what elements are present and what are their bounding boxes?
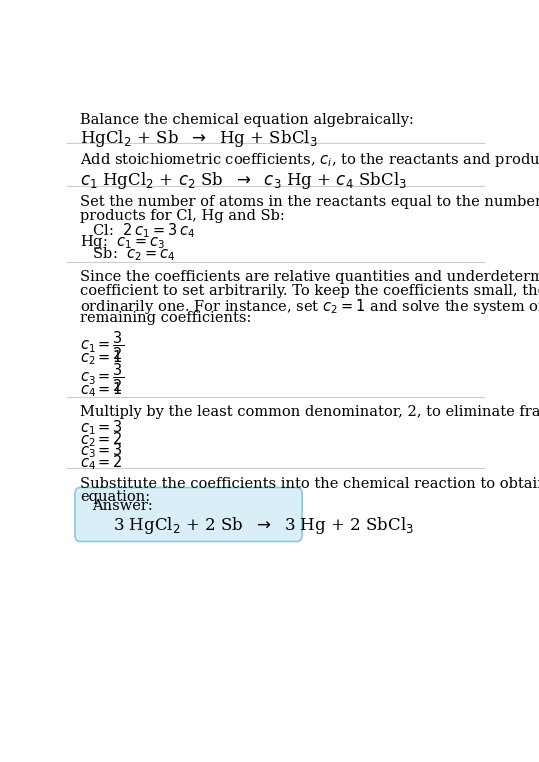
Text: Since the coefficients are relative quantities and underdetermined, choose a: Since the coefficients are relative quan… [80,271,539,284]
Text: Sb:  $c_2 = c_4$: Sb: $c_2 = c_4$ [88,245,175,263]
Text: HgCl$_2$ + Sb  $\rightarrow$  Hg + SbCl$_3$: HgCl$_2$ + Sb $\rightarrow$ Hg + SbCl$_3… [80,129,317,149]
Text: remaining coefficients:: remaining coefficients: [80,311,251,325]
Text: $c_1 = \dfrac{3}{2}$: $c_1 = \dfrac{3}{2}$ [80,329,124,362]
Text: Multiply by the least common denominator, 2, to eliminate fractional coefficient: Multiply by the least common denominator… [80,405,539,419]
Text: $c_2 = 2$: $c_2 = 2$ [80,430,123,449]
Text: $c_1$ HgCl$_2$ + $c_2$ Sb  $\rightarrow$  $c_3$ Hg + $c_4$ SbCl$_3$: $c_1$ HgCl$_2$ + $c_2$ Sb $\rightarrow$ … [80,170,407,191]
Text: $c_3 = \dfrac{3}{2}$: $c_3 = \dfrac{3}{2}$ [80,361,124,394]
Text: equation:: equation: [80,491,150,504]
Text: Substitute the coefficients into the chemical reaction to obtain the balanced: Substitute the coefficients into the che… [80,477,539,491]
Text: Cl:  $2\,c_1 = 3\,c_4$: Cl: $2\,c_1 = 3\,c_4$ [88,222,195,240]
Text: products for Cl, Hg and Sb:: products for Cl, Hg and Sb: [80,209,285,223]
Text: Balance the chemical equation algebraically:: Balance the chemical equation algebraica… [80,113,414,127]
FancyBboxPatch shape [75,488,302,542]
Text: Hg:  $c_1 = c_3$: Hg: $c_1 = c_3$ [80,233,165,251]
Text: $c_1 = 3$: $c_1 = 3$ [80,418,123,437]
Text: Add stoichiometric coefficients, $c_i$, to the reactants and products:: Add stoichiometric coefficients, $c_i$, … [80,152,539,169]
Text: Answer:: Answer: [93,499,153,514]
Text: $c_3 = 3$: $c_3 = 3$ [80,442,123,460]
Text: $c_2 = 1$: $c_2 = 1$ [80,348,123,367]
Text: coefficient to set arbitrarily. To keep the coefficients small, the arbitrary va: coefficient to set arbitrarily. To keep … [80,284,539,298]
Text: 3 HgCl$_2$ + 2 Sb  $\rightarrow$  3 Hg + 2 SbCl$_3$: 3 HgCl$_2$ + 2 Sb $\rightarrow$ 3 Hg + 2… [113,515,414,536]
Text: $c_4 = 2$: $c_4 = 2$ [80,453,123,472]
Text: ordinarily one. For instance, set $c_2 = 1$ and solve the system of equations fo: ordinarily one. For instance, set $c_2 =… [80,297,539,316]
Text: $c_4 = 1$: $c_4 = 1$ [80,381,123,399]
Text: Set the number of atoms in the reactants equal to the number of atoms in the: Set the number of atoms in the reactants… [80,195,539,210]
